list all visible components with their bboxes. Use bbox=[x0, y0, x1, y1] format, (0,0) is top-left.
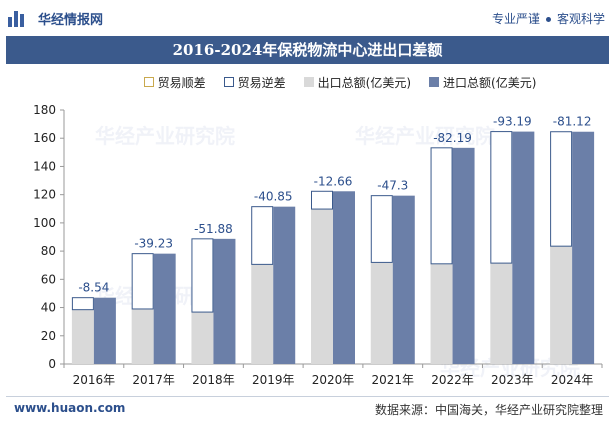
y-tick-label: 60 bbox=[41, 272, 56, 286]
tagline: 专业严谨 客观科学 bbox=[492, 10, 605, 27]
x-tick-label: 2016年 bbox=[73, 373, 116, 387]
x-tick-label: 2018年 bbox=[192, 373, 235, 387]
x-tick-label: 2020年 bbox=[312, 373, 355, 387]
legend-swatch-import bbox=[429, 77, 440, 87]
legend-item-import: 进口总额(亿美元) bbox=[429, 74, 536, 91]
import-bar bbox=[512, 131, 535, 364]
export-bar bbox=[430, 263, 453, 364]
export-bar bbox=[191, 312, 214, 364]
deficit-bar bbox=[370, 195, 393, 263]
deficit-bar bbox=[71, 297, 94, 311]
import-bar bbox=[452, 147, 475, 364]
import-bar bbox=[273, 206, 296, 364]
export-bar bbox=[71, 309, 94, 364]
y-tick-label: 180 bbox=[33, 103, 56, 117]
brand-name: 华经情报网 bbox=[38, 12, 104, 28]
import-bar bbox=[572, 131, 595, 364]
deficit-data-label: -51.88 bbox=[194, 222, 233, 236]
deficit-bar bbox=[550, 131, 573, 247]
import-bar bbox=[213, 238, 236, 364]
tagline-left: 专业严谨 bbox=[491, 12, 540, 26]
x-tick-label: 2017年 bbox=[132, 373, 175, 387]
deficit-bar bbox=[251, 206, 274, 265]
logo-bars-icon bbox=[8, 9, 30, 27]
deficit-data-label: -40.85 bbox=[254, 190, 293, 204]
y-tick-label: 120 bbox=[33, 188, 56, 202]
legend-label-surplus: 贸易顺差 bbox=[157, 75, 206, 90]
watermark-2: 华经产业研究院 bbox=[355, 124, 495, 148]
tagline-dot-icon bbox=[545, 17, 551, 22]
deficit-data-label: -12.66 bbox=[314, 174, 353, 188]
brand-logo: 华经情报网 bbox=[8, 8, 103, 28]
deficit-data-label: -47.3 bbox=[377, 179, 408, 193]
deficit-bar bbox=[311, 190, 333, 210]
legend-label-deficit: 贸易逆差 bbox=[237, 75, 286, 90]
export-bar bbox=[131, 308, 154, 364]
legend-label-export: 出口总额(亿美元) bbox=[317, 75, 412, 90]
legend-item-surplus: 贸易顺差 bbox=[143, 74, 206, 91]
x-tick-label: 2023年 bbox=[491, 373, 534, 387]
y-tick-label: 140 bbox=[33, 159, 56, 173]
legend-item-export: 出口总额(亿美元) bbox=[303, 74, 412, 91]
export-bar bbox=[550, 246, 573, 364]
top-bar: 华经情报网 专业严谨 客观科学 bbox=[0, 0, 615, 36]
y-tick-label: 160 bbox=[33, 131, 56, 145]
footer-url: www.huaon.com bbox=[14, 401, 126, 415]
legend-swatch-deficit bbox=[223, 77, 234, 87]
deficit-data-label: -82.19 bbox=[433, 131, 472, 145]
import-bar bbox=[333, 191, 355, 364]
chart-legend: 贸易顺差 贸易逆差 出口总额(亿美元) 进口总额(亿美元) bbox=[80, 72, 600, 92]
import-bar bbox=[392, 195, 415, 364]
x-tick-label: 2021年 bbox=[372, 373, 415, 387]
x-tick-label: 2024年 bbox=[551, 373, 594, 387]
export-bar bbox=[311, 209, 333, 364]
y-tick-label: 40 bbox=[41, 301, 56, 315]
legend-item-deficit: 贸易逆差 bbox=[223, 74, 286, 91]
y-tick-label: 100 bbox=[33, 216, 56, 230]
import-bar bbox=[153, 253, 176, 364]
deficit-bar bbox=[131, 253, 154, 310]
deficit-data-label: -93.19 bbox=[493, 115, 532, 129]
x-tick-label: 2019年 bbox=[252, 373, 295, 387]
chart-title: 2016-2024年保税物流中心进出口差额 bbox=[6, 36, 609, 64]
watermark-1: 华经产业研究院 bbox=[95, 124, 235, 148]
deficit-data-label: -81.12 bbox=[553, 115, 592, 129]
deficit-data-label: -8.54 bbox=[78, 281, 109, 295]
export-bar bbox=[251, 264, 274, 364]
import-bar bbox=[93, 297, 116, 364]
deficit-bar bbox=[490, 131, 513, 264]
legend-swatch-export bbox=[303, 77, 314, 87]
tagline-right: 客观科学 bbox=[556, 12, 605, 26]
x-tick-label: 2022年 bbox=[431, 373, 474, 387]
footer-source: 数据来源：中国海关，华经产业研究院整理 bbox=[374, 403, 603, 417]
y-tick-label: 0 bbox=[48, 357, 56, 371]
export-bar bbox=[490, 263, 513, 364]
deficit-bar bbox=[191, 238, 214, 313]
legend-label-import: 进口总额(亿美元) bbox=[443, 75, 537, 90]
footer-divider bbox=[6, 396, 609, 397]
export-bar bbox=[370, 262, 393, 364]
legend-swatch-surplus bbox=[143, 77, 154, 87]
deficit-data-label: -39.23 bbox=[134, 237, 173, 251]
deficit-bar bbox=[430, 147, 453, 265]
y-tick-label: 80 bbox=[41, 244, 56, 258]
y-tick-label: 20 bbox=[41, 329, 56, 343]
